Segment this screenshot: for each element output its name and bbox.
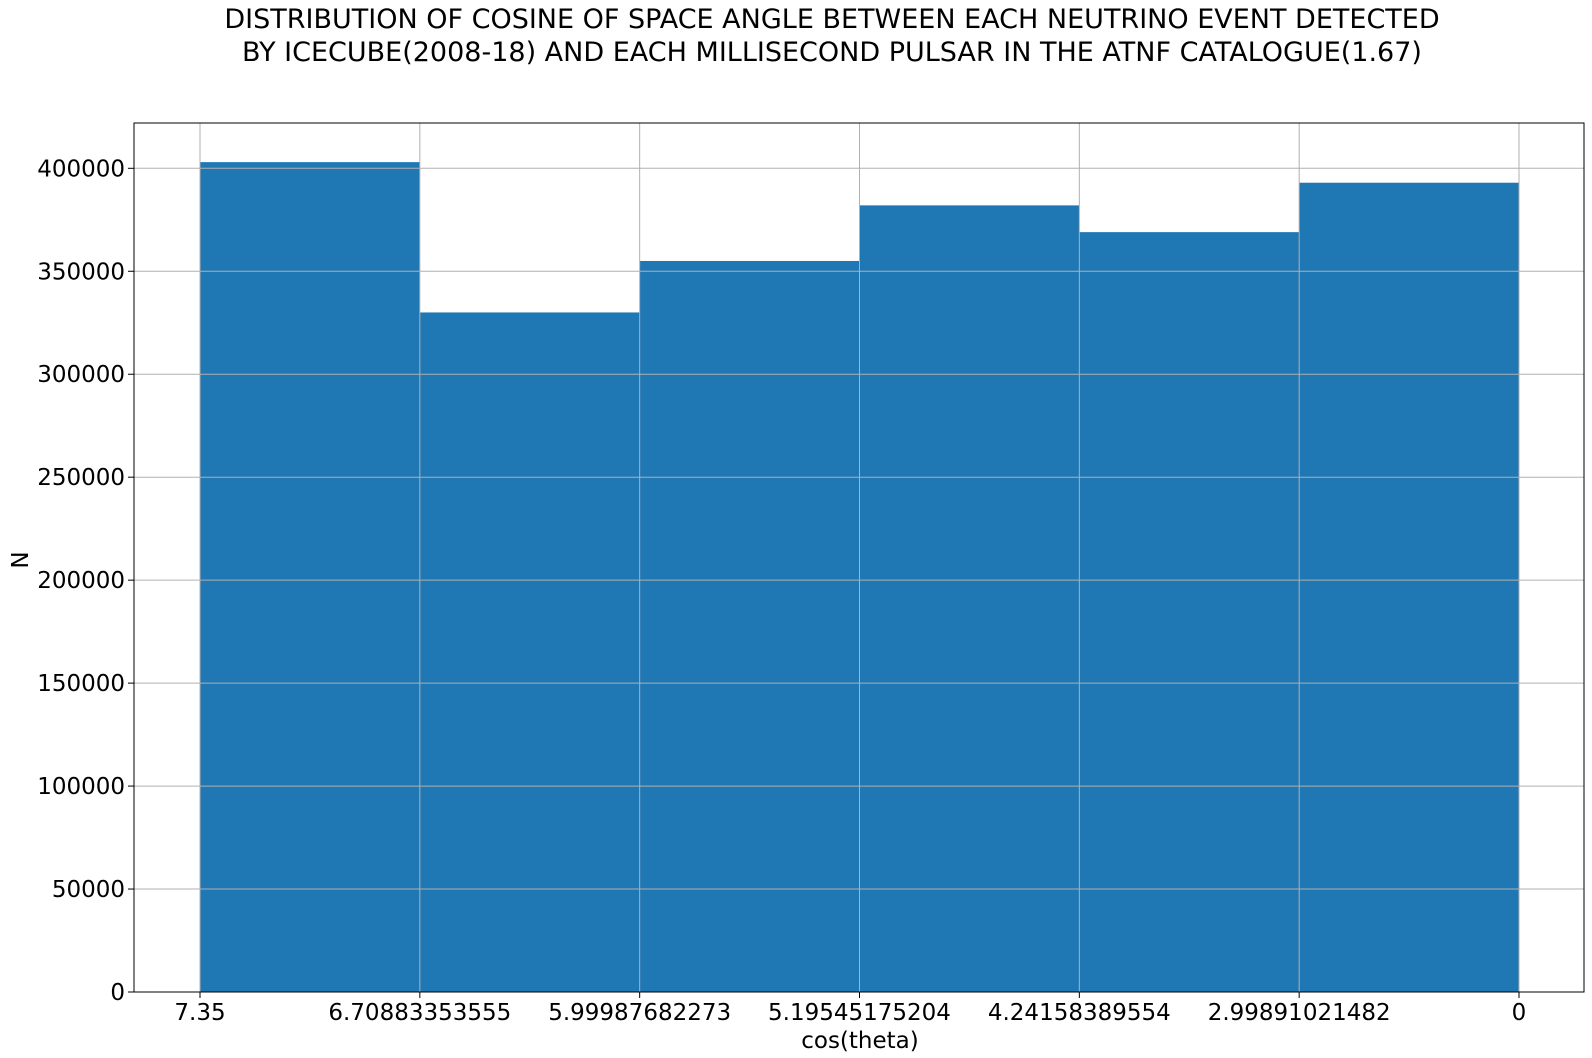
y-tick-label: 150000	[37, 671, 125, 697]
x-tick-label: 5.99987682273	[548, 1000, 731, 1026]
y-tick-label: 100000	[37, 774, 125, 800]
x-tick-label: 6.70883353555	[328, 1000, 511, 1026]
y-tick-label: 250000	[37, 465, 125, 491]
x-tick-label: 2.99891021482	[1208, 1000, 1391, 1026]
axes	[128, 122, 1585, 998]
axes-frame	[133, 122, 1585, 993]
y-tick-label: 200000	[37, 568, 125, 594]
histogram-bar	[1299, 182, 1519, 993]
x-tick-label: 5.19545175204	[768, 1000, 951, 1026]
x-tick-label: 0	[1512, 1000, 1527, 1026]
y-tick-label: 300000	[37, 362, 125, 388]
y-tick-label: 50000	[52, 877, 125, 903]
y-tick-label: 350000	[37, 259, 125, 285]
tick-labels: 0 50000 100000 150000 200000 250000 300000 3500…	[37, 156, 1526, 1026]
chart-title-line-2: BY ICECUBE(2008-18) AND EACH MILLISECOND…	[242, 37, 1422, 68]
histogram-bar	[1079, 232, 1300, 992]
histogram-bar	[200, 162, 420, 992]
histogram-bar	[639, 260, 860, 993]
x-tick-label: 4.24158389554	[988, 1000, 1171, 1026]
histogram-bar	[859, 205, 1080, 992]
x-axis-label: cos(theta)	[801, 1028, 919, 1054]
y-tick-label: 0	[110, 980, 125, 1006]
x-tick-label: 7.35	[174, 1000, 225, 1026]
y-axis-label: N	[8, 551, 34, 568]
chart-title: DISTRIBUTION OF COSINE OF SPACE ANGLE BE…	[224, 4, 1439, 68]
y-tick-label: 400000	[37, 156, 125, 182]
histogram-bars	[200, 162, 1519, 993]
chart-title-line-1: DISTRIBUTION OF COSINE OF SPACE ANGLE BE…	[224, 4, 1439, 35]
histogram-bar	[419, 312, 640, 992]
